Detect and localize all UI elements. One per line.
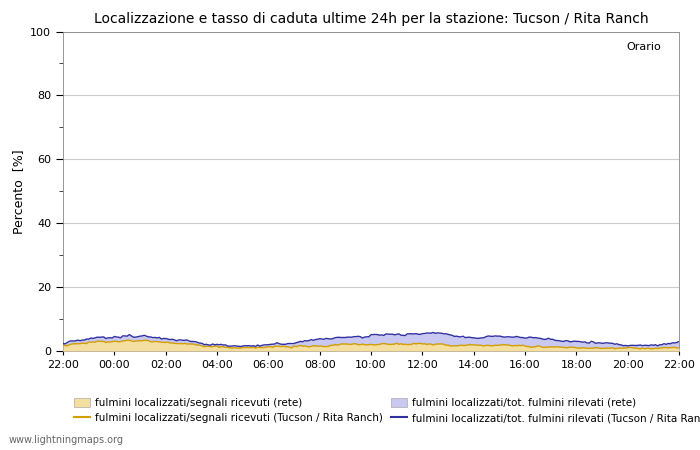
Legend: fulmini localizzati/segnali ricevuti (rete), fulmini localizzati/segnali ricevut: fulmini localizzati/segnali ricevuti (re…	[74, 398, 700, 423]
Text: Orario: Orario	[626, 42, 662, 52]
Title: Localizzazione e tasso di caduta ultime 24h per la stazione: Tucson / Rita Ranch: Localizzazione e tasso di caduta ultime …	[94, 12, 648, 26]
Y-axis label: Percento  [%]: Percento [%]	[12, 149, 24, 234]
Text: www.lightningmaps.org: www.lightningmaps.org	[8, 435, 123, 445]
